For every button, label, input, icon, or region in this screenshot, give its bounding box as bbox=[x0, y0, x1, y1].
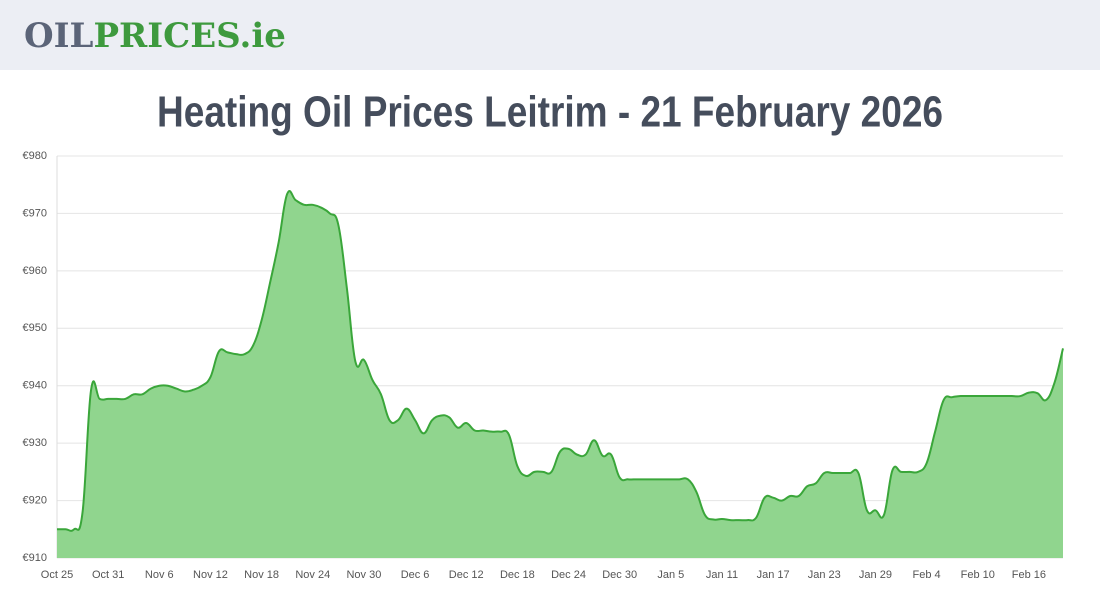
y-tick-label: €940 bbox=[23, 380, 47, 392]
x-tick-label: Dec 6 bbox=[401, 569, 430, 581]
y-tick-label: €910 bbox=[23, 552, 47, 564]
x-tick-label: Jan 29 bbox=[859, 569, 892, 581]
x-tick-label: Nov 24 bbox=[295, 569, 330, 581]
x-tick-label: Nov 18 bbox=[244, 569, 279, 581]
x-tick-label: Feb 10 bbox=[961, 569, 995, 581]
plot: €910 €920 €930 €940 €950 €960 €970 €980 Oct 25 Oc… bbox=[23, 150, 1064, 581]
x-tick-label: Jan 23 bbox=[808, 569, 841, 581]
x-tick-label: Nov 12 bbox=[193, 569, 228, 581]
y-tick-label: €980 bbox=[23, 150, 47, 162]
logo-part[interactable]: PRICES.ie bbox=[93, 16, 285, 56]
x-tick-label: Feb 16 bbox=[1012, 569, 1046, 581]
x-tick-label: Oct 31 bbox=[92, 569, 124, 581]
x-tick-label: Feb 4 bbox=[913, 569, 941, 581]
chart-title: Heating Oil Prices Leitrim - 21 February… bbox=[157, 88, 943, 137]
x-tick-label: Jan 11 bbox=[706, 569, 738, 581]
x-tick-label: Nov 30 bbox=[346, 569, 381, 581]
x-tick-label: Dec 30 bbox=[602, 569, 637, 581]
header-bar bbox=[0, 0, 1100, 70]
x-tick-label: Dec 24 bbox=[551, 569, 586, 581]
y-tick-label: €920 bbox=[23, 494, 47, 506]
area bbox=[57, 191, 1063, 558]
line bbox=[57, 190, 1064, 532]
x-tick-label: Jan 17 bbox=[757, 569, 790, 581]
logo[interactable]: OILPRICES.ie bbox=[24, 16, 286, 56]
y-tick-label: €950 bbox=[23, 322, 47, 334]
x-tick-label: Dec 12 bbox=[449, 569, 484, 581]
logo-part[interactable]: OIL bbox=[24, 16, 94, 56]
y-tick-label: €970 bbox=[23, 207, 47, 219]
x-tick-label: Jan 5 bbox=[657, 569, 684, 581]
y-tick-label: €960 bbox=[23, 265, 47, 277]
x-tick-label: Nov 6 bbox=[145, 569, 174, 581]
x-tick-label: Oct 25 bbox=[41, 569, 73, 581]
y-tick-label: €930 bbox=[23, 437, 47, 449]
x-tick-label: Dec 18 bbox=[500, 569, 535, 581]
